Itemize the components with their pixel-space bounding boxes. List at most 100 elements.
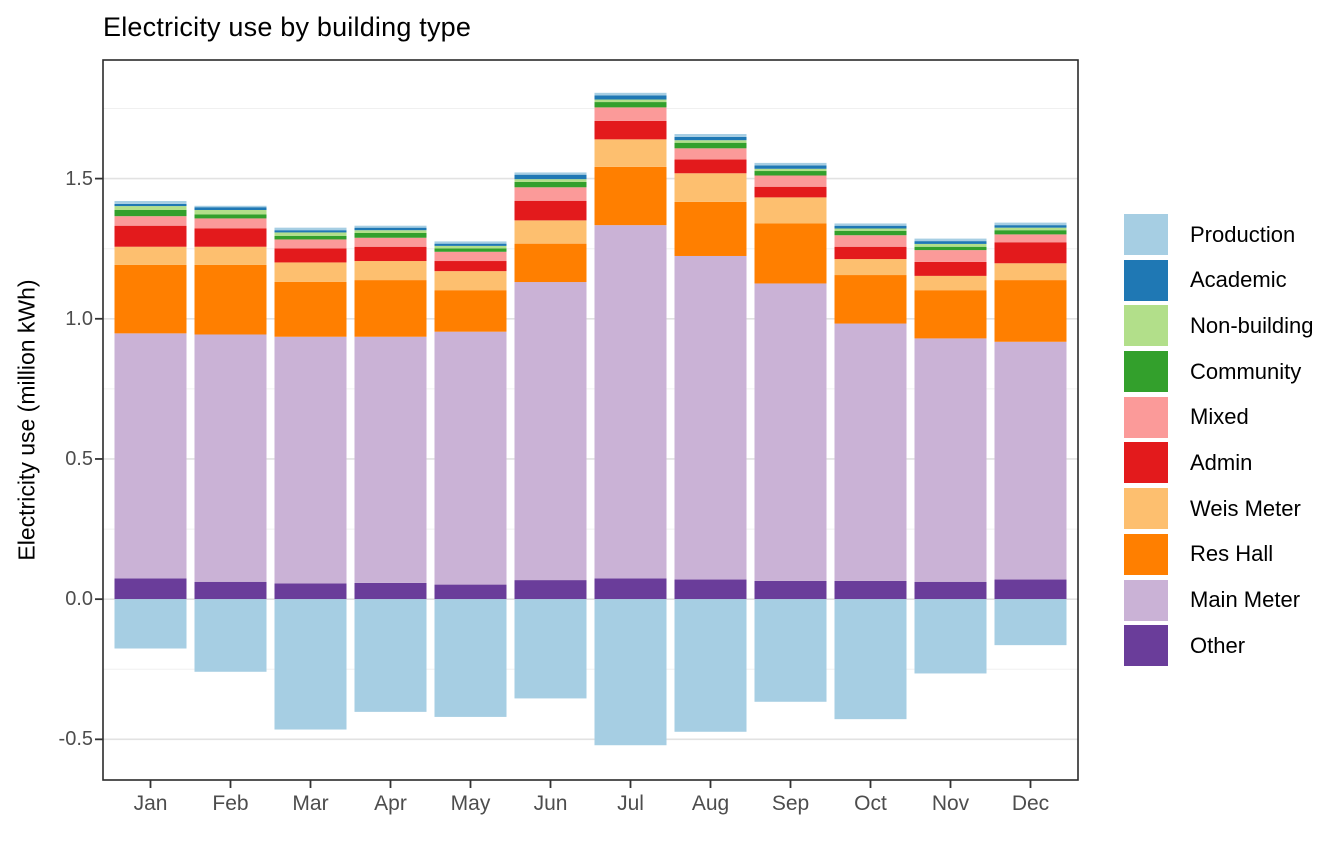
- bar-segment-production: [354, 225, 427, 228]
- bar-segment-res-hall: [594, 166, 667, 226]
- bar-segment-admin: [194, 228, 267, 247]
- bar-segment-production: [514, 599, 587, 699]
- bar-segment-res-hall: [274, 281, 347, 337]
- bar-segment-academic: [354, 227, 427, 231]
- bar-segment-weis-meter: [274, 262, 347, 282]
- x-tick-label: Nov: [931, 792, 970, 815]
- bar-segment-other: [594, 578, 667, 600]
- bar-segment-res-hall: [674, 201, 747, 256]
- bar-segment-mixed: [914, 250, 987, 262]
- bar-segment-admin: [434, 261, 507, 272]
- bar-segment-non-building: [354, 230, 427, 233]
- bar-segment-mixed: [114, 216, 187, 226]
- bar-segment-other: [114, 578, 187, 600]
- legend-label: Res Hall: [1190, 541, 1274, 567]
- legend-item-admin: Admin: [1124, 442, 1314, 484]
- bar-segment-weis-meter: [674, 173, 747, 202]
- bar-segment-admin: [274, 248, 347, 263]
- bar-segment-non-building: [114, 206, 187, 210]
- bar-segment-other: [914, 581, 987, 600]
- bar-segment-academic: [914, 241, 987, 244]
- bar-segment-non-building: [434, 245, 507, 249]
- x-tick-label: Oct: [854, 792, 887, 815]
- bar-segment-community: [194, 214, 267, 219]
- bar-segment-res-hall: [754, 223, 827, 284]
- legend-label: Weis Meter: [1190, 495, 1301, 521]
- bar-segment-production: [594, 92, 667, 96]
- bar-segment-community: [674, 142, 747, 149]
- bar-segment-res-hall: [194, 264, 267, 335]
- legend-label: Other: [1190, 632, 1246, 658]
- x-tick-label: Dec: [1011, 792, 1050, 815]
- bar-segment-main-meter: [434, 331, 507, 585]
- legend-swatch: [1124, 533, 1168, 575]
- bar-segment-production: [754, 162, 827, 166]
- bar-segment-res-hall: [834, 275, 907, 324]
- legend-swatch: [1124, 396, 1168, 438]
- bar-segment-weis-meter: [194, 246, 267, 265]
- bar-segment-community: [914, 246, 987, 251]
- legend-item-community: Community: [1124, 351, 1314, 393]
- bar-segment-production: [274, 227, 347, 231]
- legend-swatch: [1124, 625, 1168, 667]
- bar-segment-production: [754, 599, 827, 702]
- bar-segment-production: [114, 201, 187, 204]
- legend: Production Academic Non-building Community M…: [1124, 214, 1314, 667]
- legend-item-other: Other: [1124, 625, 1314, 667]
- legend-item-non-building: Non-building: [1124, 305, 1314, 347]
- bar-segment-other: [354, 582, 427, 600]
- bar-segment-main-meter: [674, 255, 747, 580]
- bar-segment-production: [674, 599, 747, 732]
- bar-segment-community: [114, 210, 187, 217]
- legend-swatch: [1124, 351, 1168, 393]
- bar-segment-mixed: [754, 175, 827, 187]
- legend-swatch: [1124, 305, 1168, 347]
- bar-segment-admin: [914, 261, 987, 276]
- bar-segment-other: [834, 580, 907, 600]
- bar-segment-main-meter: [514, 282, 587, 581]
- bar-segment-mixed: [834, 235, 907, 247]
- bar-segment-production: [994, 222, 1067, 226]
- bar-segment-mixed: [434, 251, 507, 262]
- y-tick-label: 1.5: [65, 167, 93, 190]
- bar-segment-other: [434, 584, 507, 600]
- bar-segment-res-hall: [114, 264, 187, 334]
- bar-segment-weis-meter: [594, 139, 667, 167]
- x-tick-label: Feb: [212, 792, 249, 815]
- bar-segment-mixed: [994, 234, 1067, 243]
- bar-segment-community: [754, 171, 827, 176]
- bar-segment-other: [274, 583, 347, 600]
- bar-segment-mixed: [594, 107, 667, 121]
- bar-segment-non-building: [274, 232, 347, 236]
- bar-segment-admin: [354, 246, 427, 262]
- bar-segment-non-building: [674, 140, 747, 143]
- bar-segment-production: [914, 599, 987, 674]
- bar-segment-non-building: [834, 228, 907, 231]
- bar-segment-admin: [514, 200, 587, 221]
- bar-segment-production: [274, 599, 347, 730]
- bar-segment-main-meter: [114, 333, 187, 579]
- bar-segment-community: [274, 235, 347, 240]
- x-tick-label: Apr: [374, 792, 407, 815]
- bar-segment-community: [834, 230, 907, 236]
- bar-segment-non-building: [594, 99, 667, 103]
- panel-border: [102, 59, 1079, 781]
- bar-segment-weis-meter: [834, 259, 907, 276]
- bar-segment-academic: [674, 136, 747, 141]
- bar-segment-weis-meter: [914, 275, 987, 291]
- bar-segment-community: [434, 248, 507, 252]
- bar-segment-main-meter: [274, 336, 347, 584]
- legend-item-production: Production: [1124, 214, 1314, 255]
- x-tick-label: May: [450, 792, 491, 815]
- bar-segment-weis-meter: [514, 220, 587, 244]
- legend-item-main-meter: Main Meter: [1124, 579, 1314, 621]
- x-tick-label: Aug: [691, 792, 730, 815]
- bar-segment-production: [194, 205, 267, 208]
- bar-segment-academic: [114, 203, 187, 207]
- x-tick-label: Jan: [133, 792, 168, 815]
- bar-segment-production: [834, 223, 907, 226]
- bar-segment-mixed: [194, 218, 267, 229]
- bar-segment-academic: [594, 95, 667, 100]
- bar-segment-production: [914, 238, 987, 242]
